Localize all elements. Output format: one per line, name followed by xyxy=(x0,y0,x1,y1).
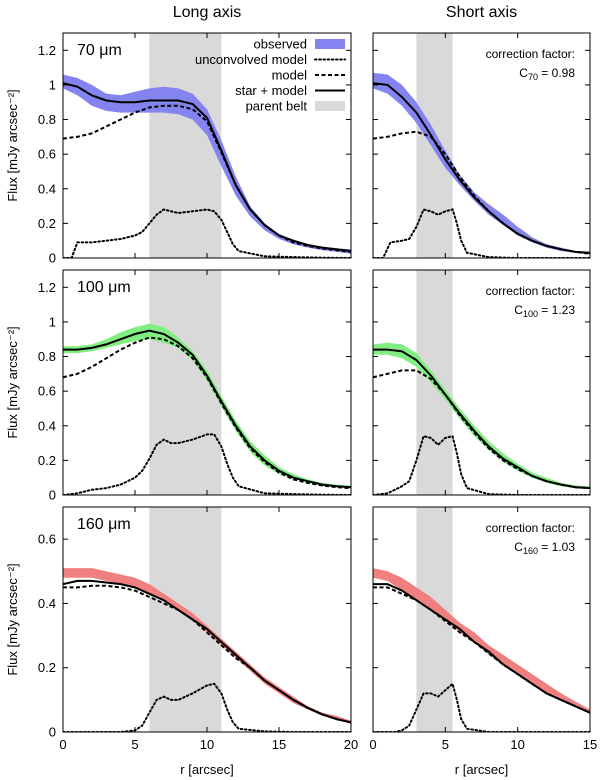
panel-long-160: 0 5 10 15 20 0 0.2 0.4 0.6 Flux [mJy arcsec⁻²] r [… xyxy=(5,506,358,777)
y-tick-label: 0.2 xyxy=(38,216,56,231)
axes-frame xyxy=(372,269,591,496)
y-tick-label: 1.2 xyxy=(38,43,56,58)
plot-area xyxy=(63,507,351,732)
band-label: 70 μm xyxy=(77,42,122,59)
correction-label: correction factor: xyxy=(486,47,575,61)
plot-area xyxy=(63,33,351,258)
correction-label: correction factor: xyxy=(486,284,575,298)
plot-area xyxy=(373,270,590,495)
y-tick-label: 0.8 xyxy=(38,349,56,364)
y-axis-label: Flux [mJy arcsec⁻²] xyxy=(5,563,20,675)
y-tick-label: 0.4 xyxy=(38,596,56,611)
y-tick-label: 1.2 xyxy=(38,280,56,295)
x-tick-label: 10 xyxy=(510,737,524,752)
parent-belt-band xyxy=(149,33,222,258)
star-model-line xyxy=(63,82,351,253)
legend-label: observed xyxy=(254,37,307,52)
star-model-line xyxy=(373,82,590,254)
model-line xyxy=(63,584,351,724)
y-tick-label: 0.2 xyxy=(38,660,56,675)
unconvolved-model-line xyxy=(63,433,351,495)
star-model-line xyxy=(373,583,590,714)
panel-short-70: correction factor: C70 = 0.98 xyxy=(372,32,591,259)
model-line xyxy=(373,130,590,255)
y-tick-label: 0 xyxy=(49,725,56,740)
unconvolved-model-line xyxy=(63,208,351,258)
star-model-line xyxy=(373,348,590,490)
y-axis-label: Flux [mJy arcsec⁻²] xyxy=(5,326,20,438)
observed-band xyxy=(373,342,590,489)
x-tick-label: 15 xyxy=(272,737,286,752)
unconvolved-model-line xyxy=(63,682,351,732)
panel-short-160: 0 5 10 15 r [arcsec] correction factor: C160 =… xyxy=(369,506,597,777)
panel-long-70: 0 0.2 0.4 0.6 0.8 1 1.2 Flux [mJy arcsec⁻²] 70 μ… xyxy=(5,32,352,266)
model-line xyxy=(373,369,590,490)
y-tick-label: 0.2 xyxy=(38,453,56,468)
panel-short-100: correction factor: C100 = 1.23 xyxy=(372,269,591,496)
star-model-line xyxy=(63,579,351,724)
y-tick-label: 0.8 xyxy=(38,112,56,127)
plot-area xyxy=(63,270,351,495)
legend-swatch-parent-belt xyxy=(315,101,345,111)
plot-area xyxy=(373,33,590,258)
y-tick-label: 0.4 xyxy=(38,181,56,196)
x-axis-label: r [arcsec] xyxy=(180,762,233,777)
y-tick-label: 0 xyxy=(49,251,56,266)
unconvolved-model-line xyxy=(373,208,590,258)
y-tick-label: 0.4 xyxy=(38,418,56,433)
y-tick-label: 0.6 xyxy=(38,384,56,399)
axes-frame xyxy=(372,32,591,259)
x-tick-label: 5 xyxy=(131,737,138,752)
x-tick-label: 15 xyxy=(583,737,597,752)
band-label: 160 μm xyxy=(77,516,131,533)
x-tick-label: 0 xyxy=(369,737,376,752)
x-tick-label: 5 xyxy=(442,737,449,752)
x-axis-label: r [arcsec] xyxy=(455,762,508,777)
y-tick-label: 0.6 xyxy=(38,532,56,547)
legend-label: model xyxy=(272,68,308,83)
unconvolved-model-line xyxy=(373,435,590,495)
y-axis-label: Flux [mJy arcsec⁻²] xyxy=(5,89,20,201)
observed-band xyxy=(63,74,351,254)
axes-frame xyxy=(372,506,591,733)
legend-label: parent belt xyxy=(246,99,308,114)
legend-swatch-observed xyxy=(315,39,345,49)
column-title: Long axis xyxy=(173,4,242,21)
band-label: 100 μm xyxy=(77,279,131,296)
unconvolved-model-line xyxy=(373,681,590,732)
legend-label: unconvolved model xyxy=(195,52,307,67)
correction-value: C100 = 1.23 xyxy=(514,303,575,319)
x-tick-label: 20 xyxy=(344,737,358,752)
y-tick-label: 0.6 xyxy=(38,147,56,162)
column-title: Short axis xyxy=(446,4,517,21)
correction-value: C70 = 0.98 xyxy=(519,66,575,82)
x-tick-label: 10 xyxy=(200,737,214,752)
observed-band xyxy=(373,568,590,715)
x-tick-label: 0 xyxy=(59,737,66,752)
correction-label: correction factor: xyxy=(486,521,575,535)
model-line xyxy=(63,336,351,490)
y-tick-label: 1 xyxy=(49,314,56,329)
star-model-line xyxy=(63,329,351,489)
legend-label: star + model xyxy=(235,83,307,98)
parent-belt-band xyxy=(149,507,222,732)
plot-area xyxy=(373,507,590,732)
correction-value: C160 = 1.03 xyxy=(514,540,575,556)
y-tick-label: 1 xyxy=(49,77,56,92)
y-tick-label: 0 xyxy=(49,488,56,503)
panel-long-100: 0 0.2 0.4 0.6 0.8 1 1.2 Flux [mJy arcsec⁻²] 100 … xyxy=(5,269,352,503)
